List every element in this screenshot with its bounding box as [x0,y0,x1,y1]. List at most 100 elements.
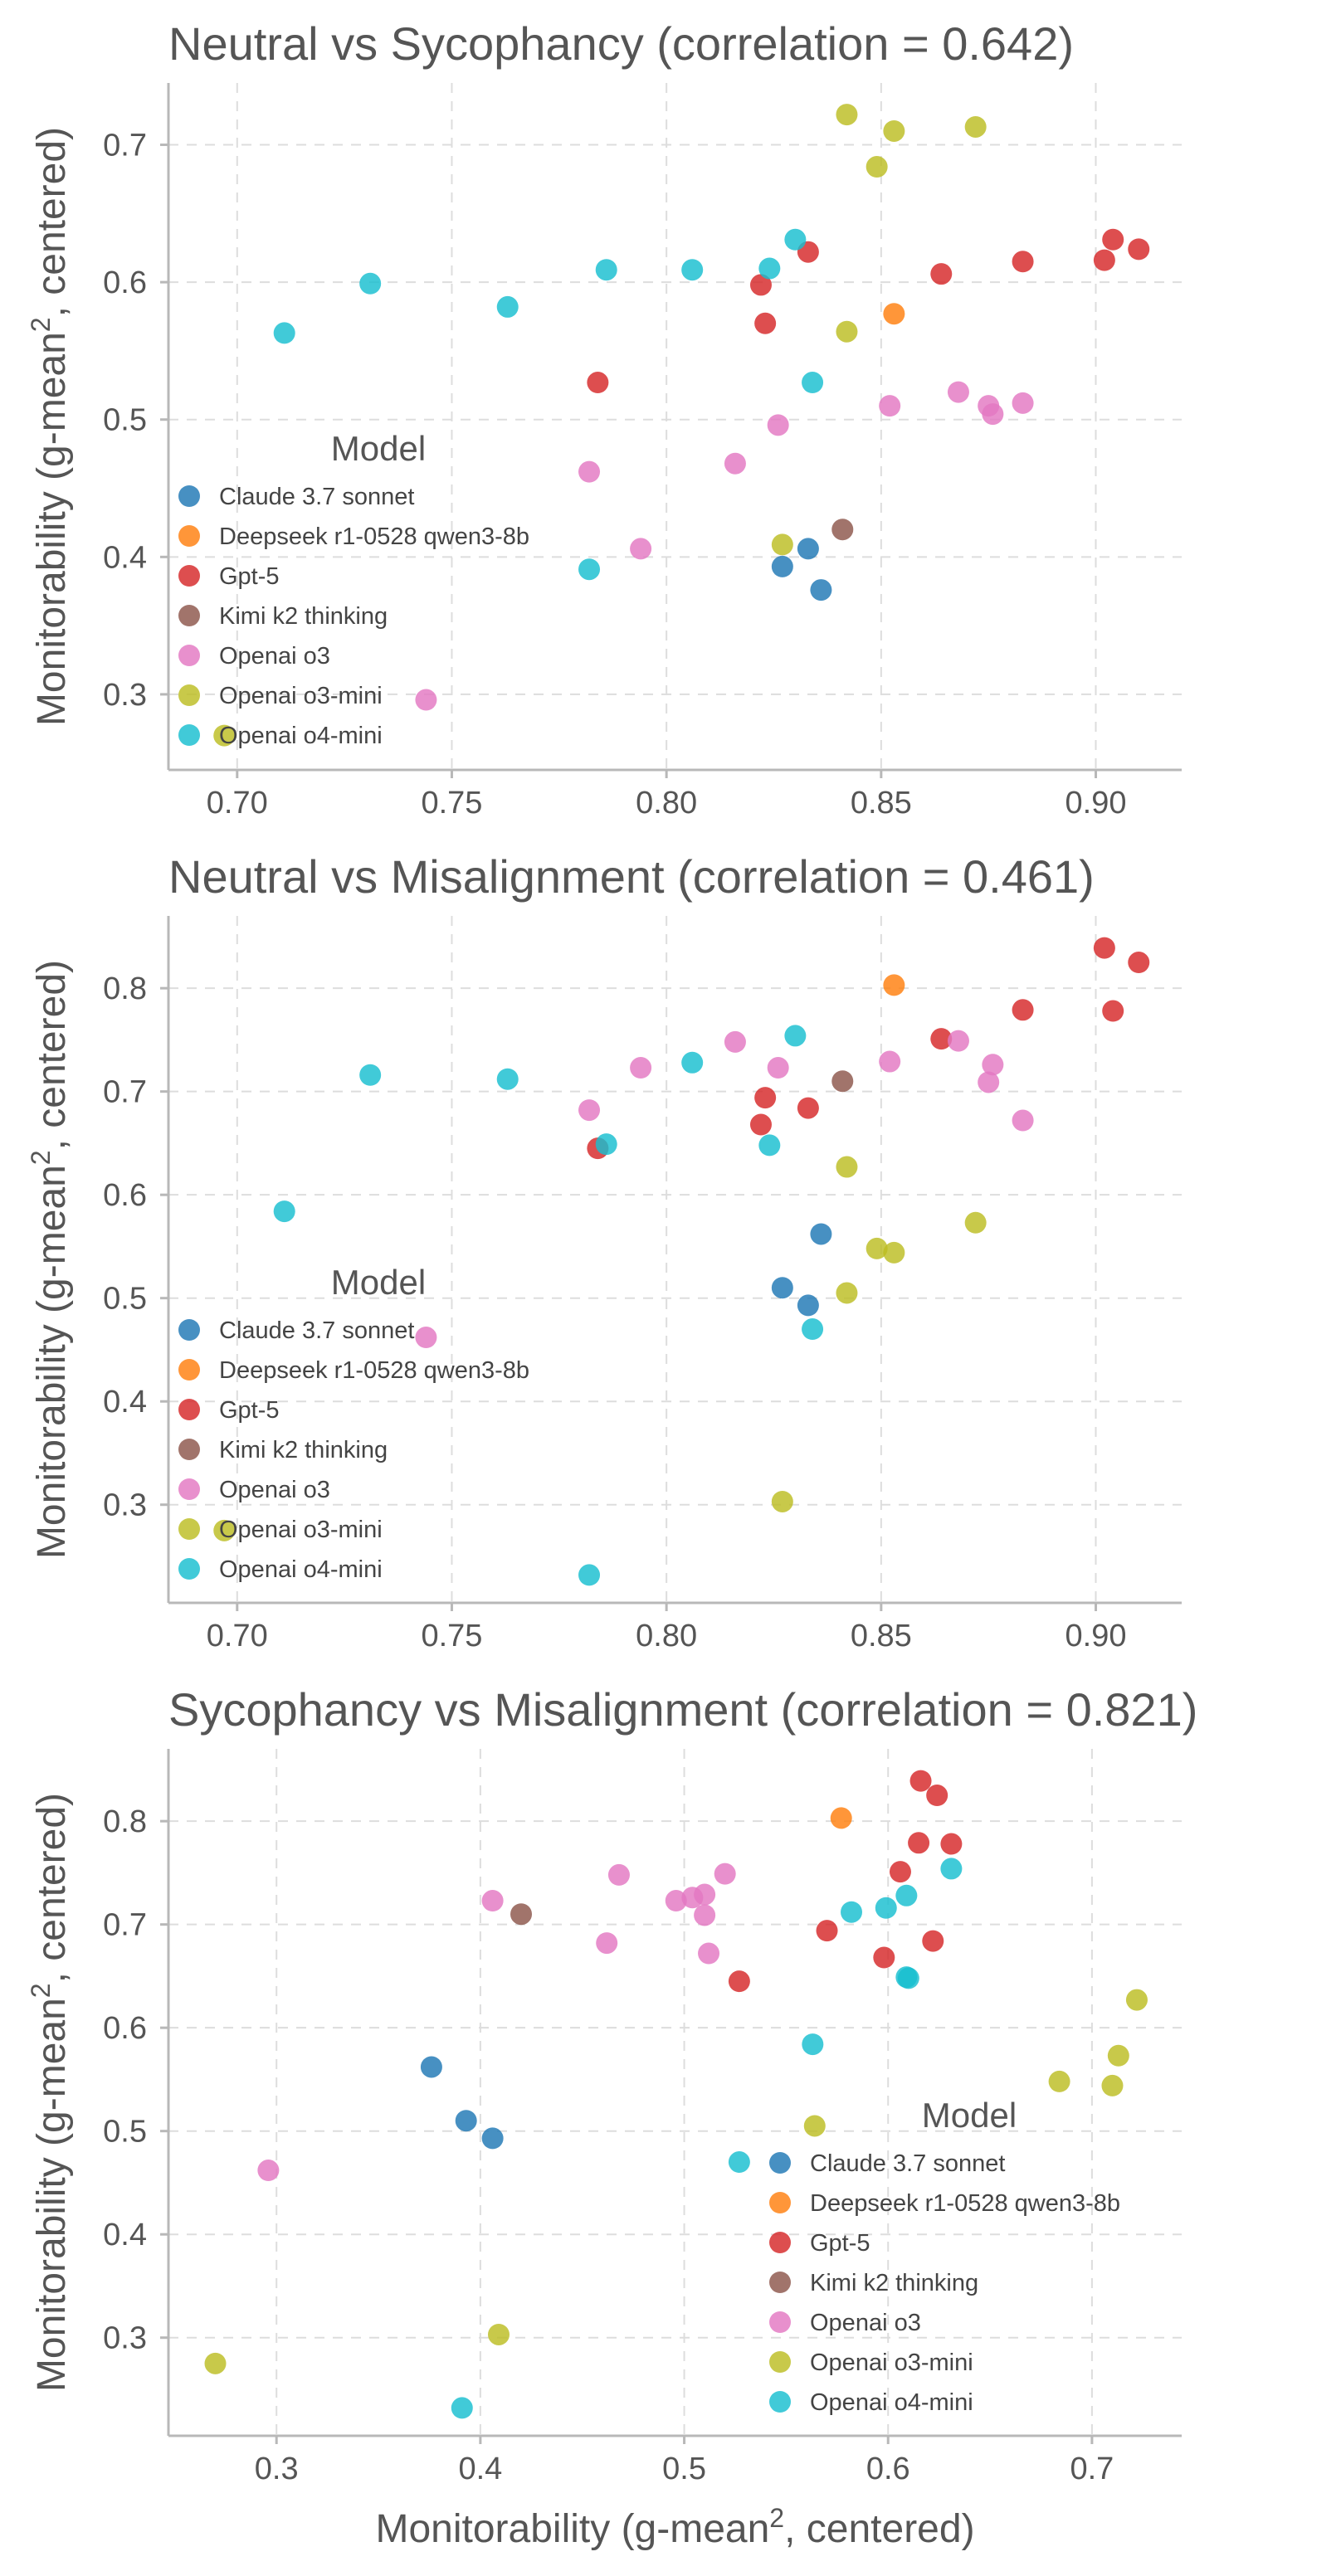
y-tick-label: 0.6 [103,1178,147,1213]
y-tick-label: 0.7 [103,1908,147,1943]
legend-marker [178,485,200,507]
x-tick-label: 0.70 [207,786,268,821]
x-tick-label: 0.3 [255,2452,299,2486]
y-axis-label: Monitorability (g-mean2, centered) [26,1793,74,2392]
data-point [771,1490,793,1512]
data-point [596,1932,618,1955]
legend-marker [178,684,200,706]
legend-label: Kimi k2 thinking [219,1437,388,1463]
legend-marker [178,1319,200,1341]
series-openai-o3 [257,1863,736,2182]
legend: Model Claude 3.7 sonnet Deepseek r1-0528 q… [769,2096,1120,2416]
data-point [724,452,746,475]
x-tick-label: 0.80 [636,786,697,821]
legend-label: Openai o4-mini [219,723,383,749]
legend-label: Openai o3 [810,2310,921,2336]
data-point [758,1134,781,1157]
data-point [947,1030,969,1052]
x-tick-label: 0.85 [851,786,912,821]
data-point [587,372,609,394]
legend-marker [178,1478,200,1500]
legend-marker [178,1439,200,1460]
legend-label: Gpt-5 [810,2230,870,2257]
data-point [879,1050,901,1073]
data-point [578,1564,601,1586]
y-tick-label: 0.6 [103,2011,147,2046]
series-deepseek-r1-0528-qwen3-8b [883,303,905,325]
y-tick-label: 0.8 [103,1804,147,1839]
series-openai-o4-mini [273,1025,824,1586]
y-tick-label: 0.3 [103,678,147,713]
legend-marker [769,2391,791,2413]
series-openai-o3-mini [213,1156,987,1541]
data-point [940,1858,963,1880]
data-point [273,322,295,344]
legend-marker [178,724,200,746]
data-point [767,414,789,436]
legend-label: Openai o4-mini [219,1556,383,1583]
data-point [964,1211,987,1234]
legend: Model Claude 3.7 sonnet Deepseek r1-0528 q… [178,429,529,749]
data-point [797,1294,819,1317]
data-point [451,2397,473,2419]
data-point [1101,2074,1124,2096]
data-point [1012,251,1034,273]
legend-marker [769,2192,791,2213]
legend-label: Deepseek r1-0528 qwen3-8b [219,523,529,550]
data-point [771,533,793,556]
data-point [841,1901,863,1923]
x-tick-label: 0.80 [636,1619,697,1653]
y-axis-label: Monitorability (g-mean2, centered) [26,960,74,1559]
legend-marker [769,2232,791,2253]
y-tick-label: 0.5 [103,403,147,438]
data-point [802,1318,824,1341]
y-tick-label: 0.4 [103,1385,147,1419]
data-point [771,1277,793,1299]
legend-label: Gpt-5 [219,563,280,590]
data-point [1125,1989,1148,2011]
data-point [922,1930,944,1952]
series-claude-3-7-sonnet [420,2056,504,2150]
data-point [681,1887,704,1909]
legend-marker [178,1558,200,1580]
data-point [749,274,772,296]
data-point [810,579,832,601]
data-point [883,303,905,325]
data-point [415,1327,437,1349]
chart-title: Neutral vs Sycophancy (correlation = 0.6… [168,17,1074,70]
data-point [947,381,969,403]
data-point [1012,392,1034,414]
series-kimi-k2-thinking [510,1903,533,1926]
x-tick-label: 0.75 [421,786,482,821]
data-point [982,403,1004,426]
data-point [481,1890,504,1912]
y-tick-label: 0.7 [103,1075,147,1110]
data-point [1128,952,1150,974]
data-point [455,2110,477,2132]
y-axis-label: Monitorability (g-mean2, centered) [26,127,74,726]
data-point [897,1967,919,1989]
legend: Model Claude 3.7 sonnet Deepseek r1-0528 q… [178,1263,529,1583]
legend-marker [178,525,200,547]
x-tick-label: 0.75 [421,1619,482,1653]
data-point [978,1071,1000,1093]
legend-title: Model [922,2096,1017,2135]
legend-label: Deepseek r1-0528 qwen3-8b [810,2190,1120,2217]
series-openai-o4-mini [273,228,824,581]
data-point [1102,1000,1124,1022]
data-point [754,1087,777,1109]
data-point [797,1097,819,1119]
data-point [578,558,601,581]
data-point [1093,249,1115,271]
data-point [908,1832,930,1854]
series-gpt-5 [587,228,1150,394]
data-point [883,1241,905,1264]
data-point [831,1070,854,1093]
data-point [784,1025,807,1047]
data-point [836,1282,858,1304]
x-tick-label: 0.90 [1065,786,1127,821]
chart-panel-1: Neutral vs Sycophancy (correlation = 0.6… [26,17,1182,821]
data-point [749,1113,772,1136]
legend-marker [178,1399,200,1420]
